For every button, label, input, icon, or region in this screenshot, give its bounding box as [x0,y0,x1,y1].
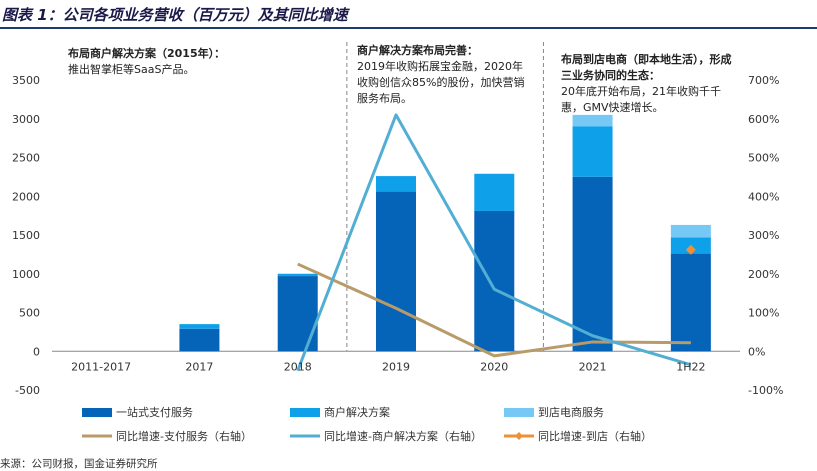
y2-tick-label: 700% [748,74,779,87]
annotation-ecommerce: 布局到店电商（即本地生活），形成三业务协同的生态： 20年底开始布局，21年收购… [561,52,741,116]
x-tick-label: 2019 [382,360,410,373]
x-tick-label: 2011-2017 [71,360,131,373]
y-tick-label: 2000 [12,190,40,203]
annotation-2015-body: 推出智掌柜等SaaS产品。 [68,63,195,76]
x-tick-label: 2020 [480,360,508,373]
title-rule [0,27,817,29]
bar-merchant [179,324,220,329]
annotation-ecommerce-body: 20年底开始布局，21年收购千千惠，GMV快速增长。 [561,85,721,114]
legend-marker-yoy_ecommerce [515,432,523,440]
y2-tick-label: 400% [748,190,779,203]
bar-payment [670,253,711,352]
y2-tick-label: 100% [748,307,779,320]
bar-merchant [277,273,318,277]
bar-payment [179,328,220,352]
legend-label: 同比增速-支付服务（右轴） [116,429,252,443]
y2-tick-label: 600% [748,113,779,126]
legend-label: 同比增速-到店（右轴） [538,429,652,443]
bar-payment [474,210,515,352]
x-tick-label: 2018 [284,360,312,373]
line-yoy_payment [297,262,691,358]
legend-swatch-payment [82,408,112,417]
y-tick-label: 2500 [12,152,40,165]
bar-merchant [572,126,613,177]
legend-label: 同比增速-商户解决方案（右轴） [324,429,482,443]
y-tick-label: 1500 [12,229,40,242]
y-tick-label: 3000 [12,113,40,126]
bar-merchant [474,173,515,211]
legend-label: 商户解决方案 [324,405,390,419]
legend-label: 一站式支付服务 [116,405,193,419]
bar-payment [572,176,613,352]
bar-merchant [376,176,416,192]
legend-swatch-ecommerce [504,408,534,417]
annotation-ecommerce-head: 布局到店电商（即本地生活），形成三业务协同的生态： [561,53,732,82]
legend-label: 到店电商服务 [538,405,604,419]
y2-tick-label: -100% [748,384,783,397]
y-tick-label: -500 [15,384,40,397]
annotation-2015-head: 布局商户解决方案（2015年）： [68,47,226,60]
bar-ecommerce [572,114,613,127]
bar-ecommerce [670,224,711,238]
annotation-merchant: 商户解决方案布局完善： 2019年收购拓展宝金融，2020年收购创信众85%的股… [357,43,527,107]
y-tick-label: 1000 [12,268,40,281]
y-tick-label: 3500 [12,74,40,87]
annotation-merchant-head: 商户解决方案布局完善： [357,44,478,57]
y-tick-label: 500 [19,307,40,320]
annotation-merchant-body: 2019年收购拓展宝金融，2020年收购创信众85%的股份，加快营销服务布局。 [357,60,525,105]
bar-payment [376,191,416,352]
y2-tick-label: 0% [748,345,765,358]
x-tick-label: 1H22 [676,360,705,373]
y-tick-label: 0 [33,345,40,358]
x-tick-label: 2021 [579,360,607,373]
bar-payment [277,276,318,352]
x-tick-label: 2017 [185,360,213,373]
y2-tick-label: 500% [748,152,779,165]
line-yoy_merchant [296,113,692,372]
y2-tick-label: 300% [748,229,779,242]
chart-title: 图表 1：公司各项业务营收（百万元）及其同比增速 [2,6,348,24]
title-bar: 图表 1：公司各项业务营收（百万元）及其同比增速 [0,0,817,30]
annotation-2015: 布局商户解决方案（2015年）： 推出智掌柜等SaaS产品。 [68,46,268,78]
y2-tick-label: 200% [748,268,779,281]
source-note: 来源：公司财报，国金证券研究所 [0,458,158,470]
marker-yoy_ecommerce [685,244,696,255]
legend-swatch-merchant [290,408,320,417]
